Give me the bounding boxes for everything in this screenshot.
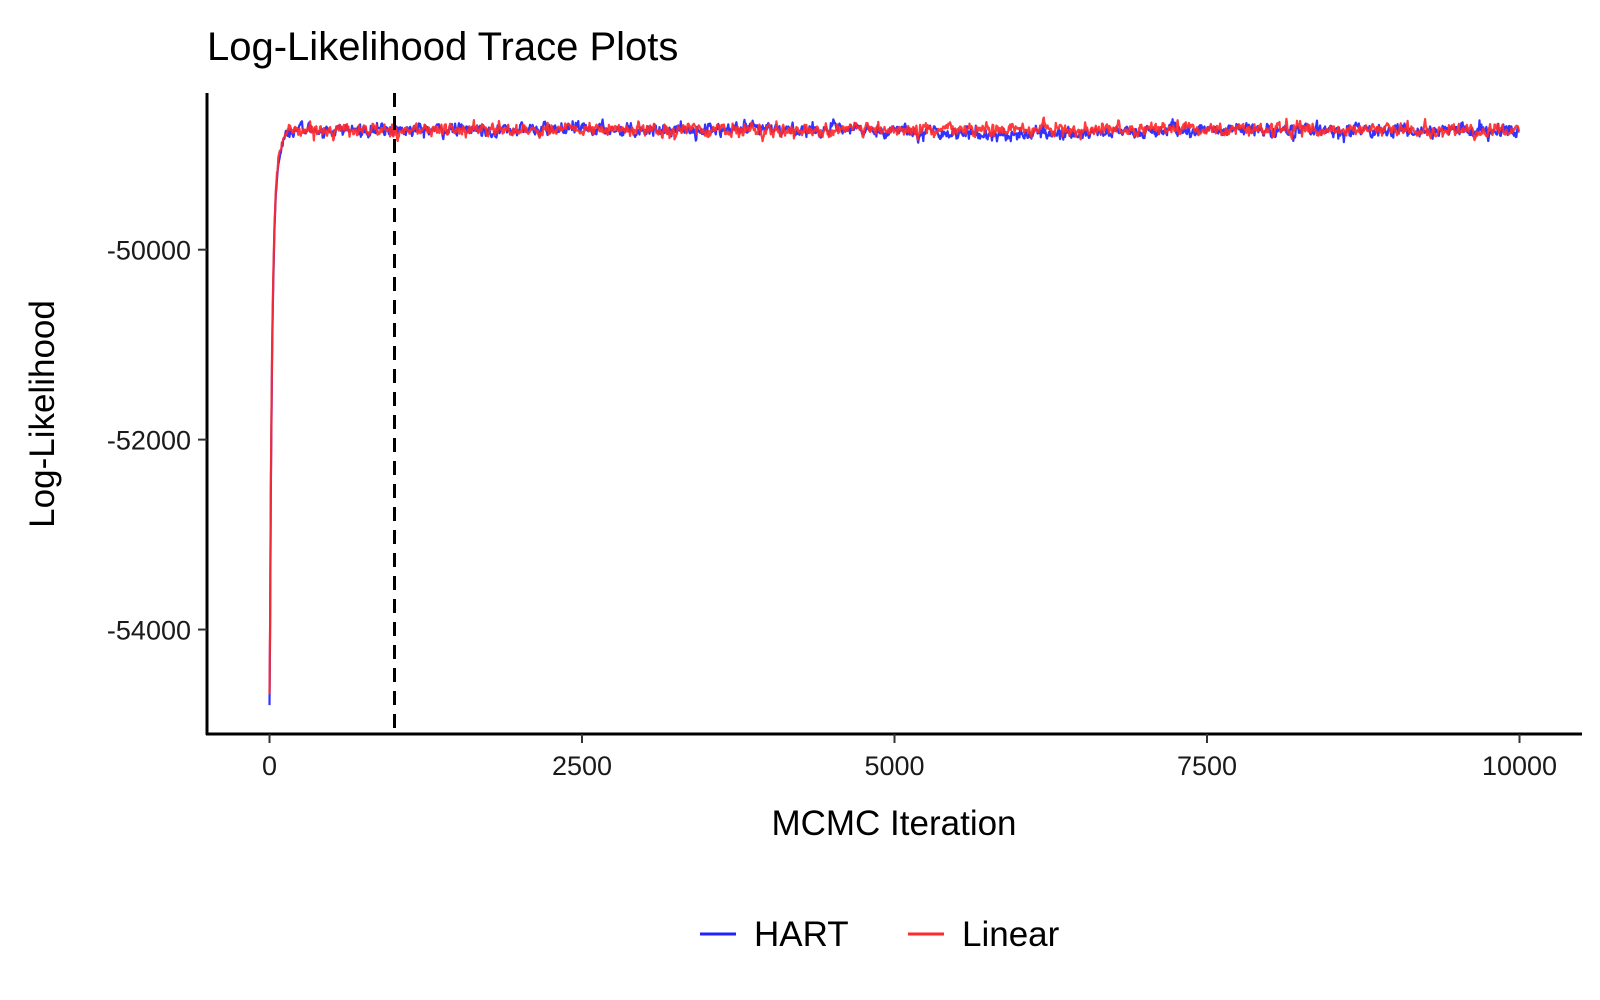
y-ticks: -50000 -52000 -54000: [107, 236, 207, 646]
legend-label-hart: HART: [754, 915, 849, 954]
x-tick-label: 0: [262, 751, 277, 781]
y-axis-title: Log-Likelihood: [23, 300, 62, 528]
x-tick-label: 5000: [864, 751, 924, 781]
x-ticks: 0 2500 5000 7500 10000: [262, 734, 1557, 781]
y-tick-label: -50000: [107, 236, 191, 266]
y-tick-label: -54000: [107, 616, 191, 646]
chart-title: Log-Likelihood Trace Plots: [207, 25, 678, 69]
legend-label-linear: Linear: [962, 915, 1060, 954]
series-line-linear: [268, 116, 1521, 695]
plot-area: [268, 93, 1521, 734]
x-tick-label: 2500: [552, 751, 612, 781]
x-tick-label: 10000: [1482, 751, 1557, 781]
legend: HART Linear: [700, 915, 1060, 954]
x-tick-label: 7500: [1177, 751, 1237, 781]
series-line-hart: [268, 118, 1521, 706]
y-tick-label: -52000: [107, 426, 191, 456]
x-axis-title: MCMC Iteration: [771, 804, 1016, 843]
